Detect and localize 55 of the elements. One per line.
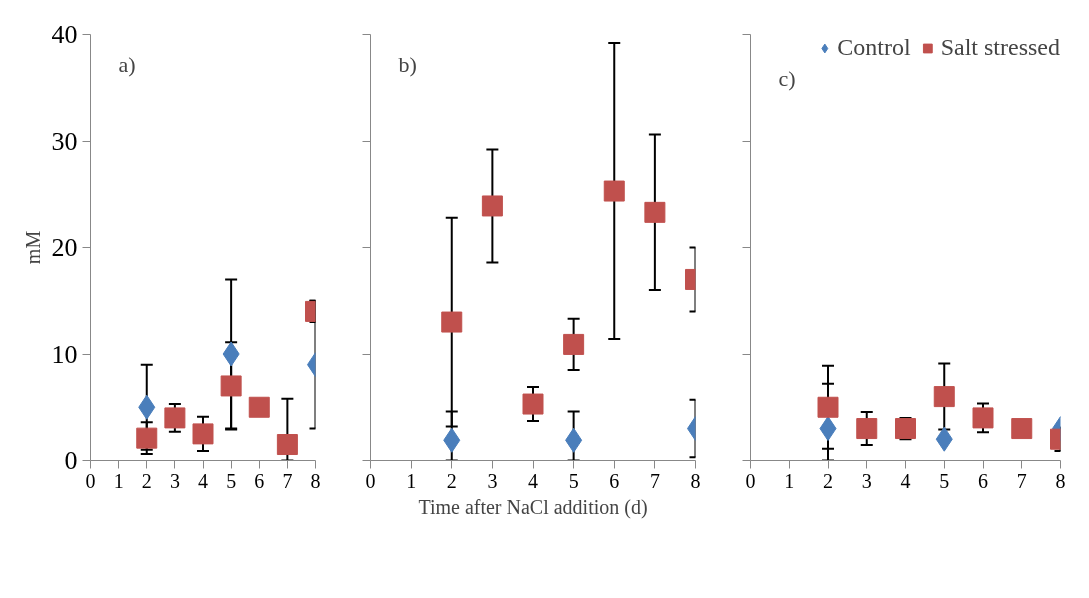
point — [481, 195, 503, 217]
x-tick-label: 2 — [141, 469, 152, 492]
x-tick-label: 1 — [784, 469, 795, 492]
x-tick-label: 0 — [85, 469, 96, 492]
point — [164, 407, 186, 429]
x-tick-label: 7 — [1016, 469, 1027, 492]
annotation: c) — [778, 65, 796, 91]
y-axis-title: mM — [21, 230, 44, 265]
x-tick-label: 8 — [310, 469, 321, 492]
x-tick-label: 7 — [282, 469, 293, 492]
x-tick-label: 5 — [226, 469, 237, 492]
x-tick-label: 3 — [169, 469, 180, 492]
point — [563, 333, 585, 355]
point — [522, 393, 544, 415]
x-tick-label: 3 — [861, 469, 872, 492]
x-tick-label: 5 — [939, 469, 950, 492]
point — [276, 434, 298, 456]
x-tick-label: 5 — [568, 469, 579, 492]
point — [220, 375, 242, 397]
x-tick-label: 0 — [365, 469, 376, 492]
y-tick-label: 40 — [51, 20, 78, 49]
point — [192, 423, 214, 445]
x-tick-label: 1 — [113, 469, 124, 492]
point — [972, 407, 994, 429]
x-tick-label: 2 — [823, 469, 833, 492]
point — [933, 386, 955, 408]
x-tick-label: 7 — [649, 469, 660, 492]
point — [1011, 418, 1033, 440]
y-tick-label: 10 — [51, 339, 78, 369]
x-tick-label: 0 — [745, 469, 756, 492]
point — [136, 427, 158, 449]
y-tick-label: 20 — [51, 233, 78, 262]
point — [856, 418, 878, 440]
x-tick-label: 4 — [900, 469, 911, 492]
legend-label: Control — [837, 34, 911, 61]
x-tick-label: 8 — [1055, 469, 1066, 492]
annotation: a) — [118, 51, 136, 77]
x-tick-label: 8 — [690, 469, 701, 492]
point — [817, 396, 839, 418]
y-tick-label: 30 — [51, 126, 78, 156]
x-axis-title: Time after NaCl addition (d) — [418, 495, 648, 519]
x-tick-label: 6 — [254, 469, 265, 492]
x-tick-label: 1 — [406, 469, 417, 492]
x-tick-label: 4 — [528, 469, 538, 492]
point — [441, 311, 463, 333]
annotation: b) — [398, 51, 417, 77]
x-tick-label: 6 — [978, 469, 988, 492]
point — [603, 180, 625, 202]
x-tick-label: 2 — [446, 469, 457, 492]
point — [248, 396, 270, 418]
x-tick-label: 4 — [198, 469, 208, 492]
point — [644, 201, 666, 223]
legend-label: Salt stressed — [940, 34, 1060, 61]
x-tick-label: 6 — [609, 469, 620, 492]
x-tick-label: 3 — [487, 469, 498, 492]
